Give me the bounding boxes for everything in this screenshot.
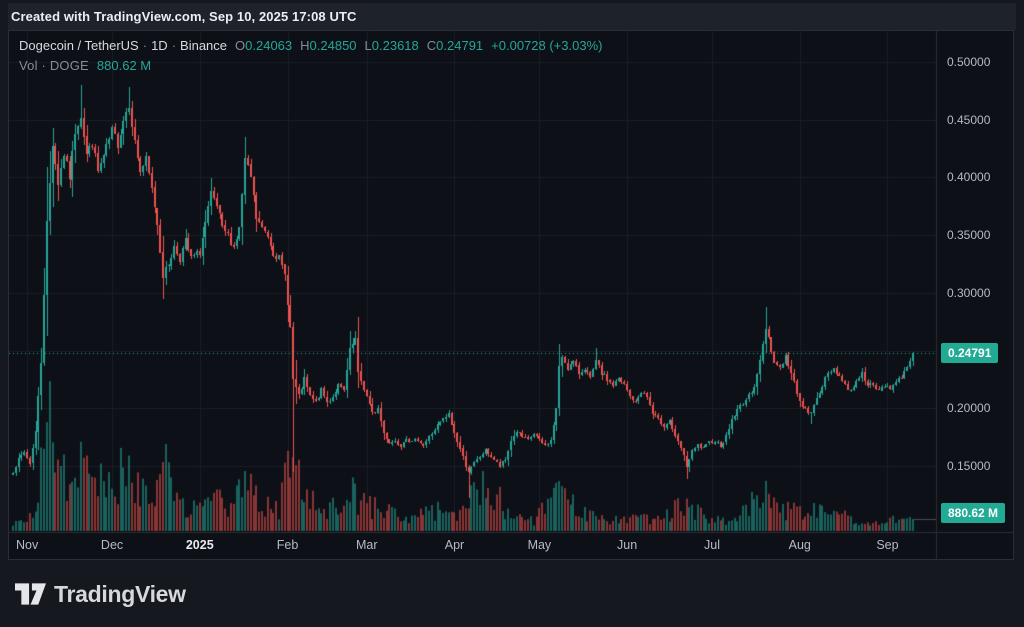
attribution-text: Created with TradingView.com, Sep 10, 20…: [11, 9, 357, 24]
legend-volume-row: Vol · DOGE 880.62 M: [19, 56, 602, 76]
chart-widget: Dogecoin / TetherUS · 1D · Binance O0.24063 H0…: [8, 30, 1014, 560]
tradingview-icon: [15, 583, 46, 605]
exchange-label: Binance: [180, 38, 228, 53]
time-tick-label: Jun: [617, 538, 638, 552]
legend-separator: ·: [142, 38, 148, 53]
ohlc-close: C0.24791: [427, 38, 483, 53]
close-value: 0.24791: [436, 38, 484, 53]
low-letter: L: [364, 38, 372, 53]
ohlc-high: H0.24850: [300, 38, 356, 53]
last-price-label: 0.24791: [941, 342, 999, 363]
symbol-name: Dogecoin / TetherUS: [19, 38, 139, 53]
high-letter: H: [300, 38, 310, 53]
time-tick-label: Feb: [276, 538, 299, 552]
ohlc-low: L0.23618: [365, 38, 419, 53]
time-tick-label: May: [527, 538, 552, 552]
time-tick-label: Sep: [876, 538, 899, 552]
price-tick-label: 0.15000: [947, 458, 991, 473]
close-letter: C: [426, 38, 437, 53]
time-tick-label: Aug: [788, 538, 811, 552]
high-value: 0.24850: [309, 38, 357, 53]
tradingview-logo-text: TradingView: [54, 580, 186, 607]
tradingview-logo[interactable]: TradingView: [15, 578, 186, 610]
time-tick-label: Mar: [355, 538, 378, 552]
price-tick-label: 0.40000: [947, 170, 991, 185]
price-change: +0.00728 (+3.03%): [491, 38, 603, 53]
time-tick-label: 2025: [185, 538, 214, 552]
price-tick-label: 0.30000: [947, 285, 991, 300]
legend-symbol-row: Dogecoin / TetherUS · 1D · Binance O0.24063 H0…: [19, 36, 602, 56]
time-tick-label: Apr: [444, 538, 465, 552]
time-tick-label: Nov: [16, 538, 39, 552]
ohlc-open: O0.24063: [235, 38, 292, 53]
attribution-banner: Created with TradingView.com, Sep 10, 20…: [8, 3, 1016, 30]
volume-label: Vol · DOGE: [19, 58, 89, 73]
price-chart-canvas[interactable]: [9, 31, 1013, 559]
legend-separator: ·: [171, 38, 177, 53]
last-volume-label: 880.62 M: [941, 503, 1006, 524]
price-tick-label: 0.45000: [947, 112, 991, 127]
time-axis[interactable]: Nov Dec 2025 Feb Mar Apr May Jun Jul Aug Sep: [9, 533, 1013, 559]
time-tick-label: Jul: [704, 538, 720, 552]
time-tick-label: Dec: [100, 538, 124, 552]
price-tick-label: 0.20000: [947, 401, 991, 416]
volume-value: 880.62 M: [96, 58, 152, 73]
low-value: 0.23618: [371, 38, 419, 53]
price-tick-label: 0.50000: [947, 55, 991, 69]
chart-legend: Dogecoin / TetherUS · 1D · Binance O0.24063 H0…: [19, 36, 602, 76]
chart-inner: Dogecoin / TetherUS · 1D · Binance O0.24063 H0…: [9, 31, 1013, 559]
interval-label: 1D: [151, 38, 168, 53]
open-value: 0.24063: [245, 38, 293, 53]
open-letter: O: [235, 38, 246, 53]
price-tick-label: 0.35000: [947, 228, 991, 243]
price-axis[interactable]: 0.24791 880.62 M 0.50000 0.45000 0.40000 0.…: [937, 31, 1013, 533]
